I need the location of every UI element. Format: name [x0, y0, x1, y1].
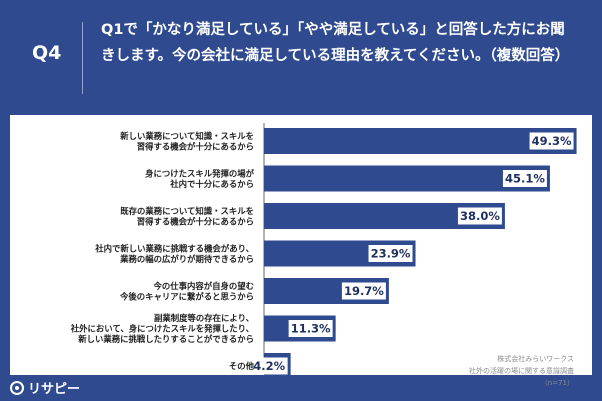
brand-logo: リサピー	[10, 378, 80, 397]
source-company: 株式会社みらいワークス	[497, 355, 574, 363]
bar-1	[264, 165, 550, 192]
category-label-line: 社外において、身につけたスキルを発揮したり、	[70, 324, 254, 334]
value-label-1: 45.1%	[505, 172, 545, 186]
value-label-5: 11.3%	[291, 322, 331, 336]
value-label-6: 4.2%	[253, 359, 285, 373]
category-label-line: 副業制度等の存在により、	[154, 313, 254, 323]
category-label-3: 社内で新しい業務に挑戦する機会があり、業務の幅の広がりが期待できるから	[94, 243, 254, 264]
category-label-line: 今後のキャリアに繋がると思うから	[119, 291, 254, 301]
category-label-line: 身につけたスキル発揮の場が	[145, 168, 254, 178]
header: Q4 Q1で「かなり満足している」「やや満足している」と回答した方にお聞きします…	[0, 0, 602, 115]
logo-text: リサピー	[28, 382, 81, 397]
chart-panel: 49.3% 新しい業務について知識・スキルを習得する機会が十分にあるから 45.1%…	[10, 115, 592, 387]
category-label-4: 今の仕事内容が自身の望む今後のキャリアに繋がると思うから	[119, 281, 254, 302]
value-label-3: 23.9%	[371, 247, 411, 261]
bar-chart: 49.3%新しい業務について知識・スキルを習得する機会が十分にあるから45.1%…	[70, 123, 577, 375]
bar-0	[264, 128, 577, 154]
category-label-2: 既存の業務について知識・スキルを習得する機会が十分にあるから	[120, 206, 254, 227]
category-label-line: 業務の幅の広がりが期待できるから	[119, 254, 254, 264]
source-sample-size: （n=71）	[540, 379, 574, 387]
logo-icon	[10, 380, 24, 395]
category-label-line: 社内で新しい業務に挑戦する機会があり、	[94, 243, 254, 253]
category-label-line: 既存の業務について知識・スキルを	[120, 206, 254, 216]
category-label-line: 新しい業務について知識・スキルを	[120, 131, 254, 141]
value-label-box-0	[529, 132, 574, 150]
category-label-6: その他	[229, 361, 255, 371]
category-label-line: 新しい業務に挑戦したりすることができるから	[78, 334, 254, 344]
category-label-5: 副業制度等の存在により、社外において、身につけたスキルを発揮したり、新しい業務に…	[70, 313, 254, 344]
category-label-line: 社内で十分にあるから	[169, 179, 254, 189]
source-note: 株式会社みらいワークス 社外の活躍の場に関する意識調査 （n=71）	[469, 353, 574, 389]
header-divider	[82, 22, 83, 94]
value-label-box-4	[341, 282, 386, 300]
category-label-1: 身につけたスキル発揮の場が社内で十分にあるから	[145, 168, 254, 189]
value-label-box-2	[457, 207, 502, 225]
value-label-box-1	[502, 170, 547, 187]
value-label-4: 19.7%	[344, 284, 384, 298]
value-label-2: 38.0%	[460, 209, 500, 223]
category-label-line: その他	[229, 361, 255, 371]
value-label-0: 49.3%	[532, 134, 572, 148]
category-label-line: 今の仕事内容が自身の望む	[153, 281, 255, 291]
value-label-box-6	[250, 357, 288, 375]
value-label-box-5	[288, 320, 333, 337]
question-number: Q4	[32, 42, 62, 64]
category-label-0: 新しい業務について知識・スキルを習得する機会が十分にあるから	[120, 131, 254, 152]
category-label-line: 習得する機会が十分にあるから	[137, 141, 254, 151]
question-text: Q1で「かなり満足している」「やや満足している」と回答した方にお聞きします。今の…	[101, 22, 570, 64]
category-label-line: 習得する機会が十分にあるから	[137, 216, 254, 226]
source-survey: 社外の活躍の場に関する意識調査	[469, 367, 574, 375]
value-label-box-3	[368, 245, 413, 262]
